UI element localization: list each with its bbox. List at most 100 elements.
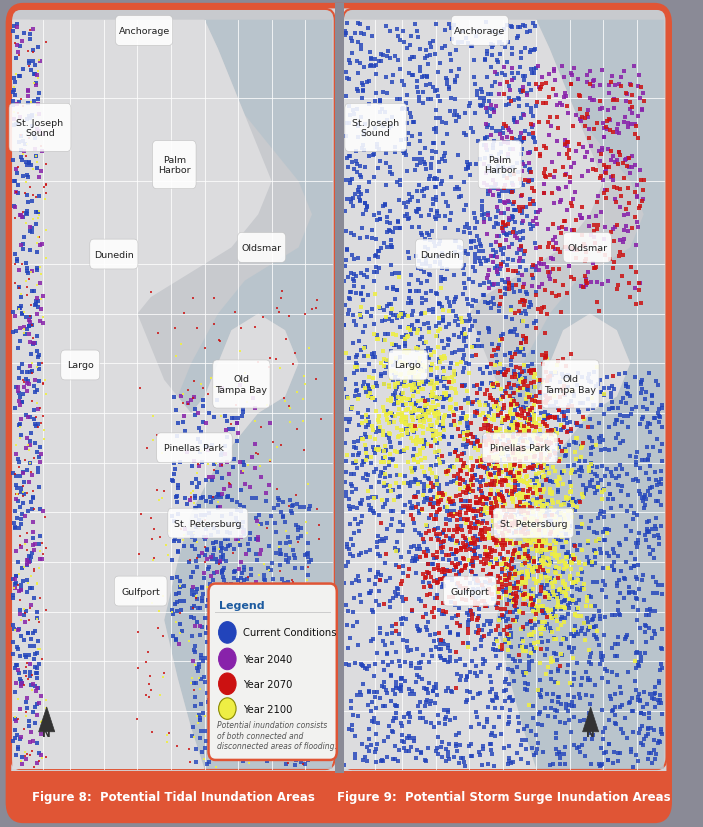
- Point: [495, 383, 506, 396]
- Point: [574, 208, 586, 222]
- Point: [643, 525, 654, 538]
- Point: [433, 165, 444, 178]
- Point: [542, 443, 553, 457]
- Point: [459, 560, 470, 573]
- Point: [399, 147, 410, 160]
- Point: [530, 435, 541, 448]
- Point: [15, 209, 27, 222]
- Point: [484, 542, 496, 555]
- Point: [478, 619, 489, 632]
- Point: [616, 80, 627, 93]
- Point: [510, 474, 522, 487]
- Point: [632, 754, 643, 767]
- Point: [469, 595, 480, 608]
- Point: [449, 246, 460, 260]
- Point: [395, 414, 406, 428]
- Point: [473, 327, 484, 340]
- Point: [386, 345, 397, 358]
- Point: [456, 412, 467, 425]
- Point: [433, 716, 444, 729]
- Point: [413, 457, 424, 470]
- Point: [483, 471, 494, 485]
- Point: [396, 734, 408, 748]
- Point: [419, 482, 430, 495]
- Point: [508, 211, 519, 224]
- Point: [355, 171, 366, 184]
- Point: [537, 555, 548, 568]
- Point: [406, 424, 418, 437]
- Point: [477, 531, 489, 544]
- Point: [439, 571, 450, 585]
- Point: [626, 742, 637, 755]
- Point: [179, 580, 190, 593]
- Point: [381, 575, 392, 588]
- Point: [444, 461, 456, 474]
- Point: [504, 461, 515, 474]
- Point: [508, 614, 519, 627]
- Point: [576, 170, 588, 183]
- Point: [225, 594, 236, 607]
- Point: [540, 453, 551, 466]
- Point: [433, 633, 444, 647]
- Point: [453, 567, 464, 581]
- Point: [542, 555, 553, 568]
- Point: [518, 279, 529, 292]
- Point: [8, 155, 19, 168]
- Point: [545, 609, 556, 623]
- Point: [421, 550, 432, 563]
- Point: [390, 645, 401, 658]
- Point: [581, 146, 593, 160]
- Point: [358, 84, 369, 98]
- Point: [18, 238, 29, 251]
- Point: [530, 470, 541, 483]
- Point: [374, 691, 385, 705]
- Point: [495, 334, 506, 347]
- Point: [368, 715, 379, 729]
- Point: [561, 493, 572, 506]
- Point: [276, 548, 287, 562]
- Point: [443, 84, 454, 97]
- Point: [516, 245, 527, 258]
- Point: [439, 373, 450, 386]
- Point: [554, 582, 565, 595]
- Point: [375, 49, 387, 62]
- Point: [13, 394, 25, 408]
- Point: [498, 122, 509, 136]
- Point: [168, 534, 179, 547]
- Point: [491, 246, 502, 259]
- Point: [631, 473, 642, 486]
- Point: [349, 729, 361, 743]
- Point: [502, 203, 513, 217]
- Point: [484, 326, 495, 339]
- Point: [37, 714, 48, 727]
- Point: [595, 206, 607, 219]
- Point: [486, 420, 497, 433]
- Point: [269, 750, 280, 763]
- Point: [242, 538, 253, 551]
- Point: [562, 100, 573, 113]
- Point: [586, 420, 598, 433]
- Point: [25, 160, 37, 173]
- Point: [512, 472, 523, 485]
- Point: [370, 745, 381, 758]
- Point: [522, 514, 534, 527]
- Point: [405, 406, 416, 419]
- Point: [224, 478, 236, 491]
- Point: [541, 171, 552, 184]
- Point: [529, 317, 540, 330]
- Point: [542, 393, 553, 406]
- Point: [375, 754, 386, 767]
- Point: [245, 702, 257, 715]
- Point: [632, 111, 643, 124]
- Point: [488, 534, 499, 547]
- Point: [654, 485, 665, 499]
- Point: [390, 141, 401, 154]
- Point: [485, 615, 496, 629]
- Point: [489, 519, 501, 532]
- Point: [546, 370, 557, 383]
- Point: [532, 375, 543, 388]
- Point: [344, 547, 356, 561]
- Point: [405, 269, 416, 282]
- Point: [429, 256, 440, 270]
- Point: [394, 222, 406, 235]
